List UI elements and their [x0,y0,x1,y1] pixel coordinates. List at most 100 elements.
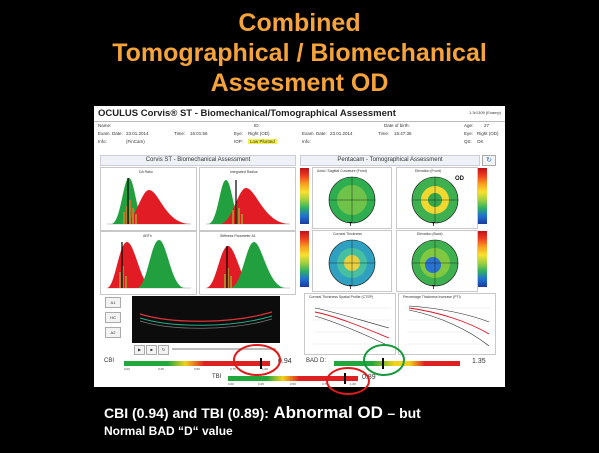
ctsp-graph: Corneal Thickness Spatial Profile (CTSP) [304,293,396,355]
svg-text:T: T [349,222,352,228]
tbi-value: 0.89 [362,374,376,381]
axial-curvature-title: Axial / Sagittal Curvature (Front) [317,169,367,173]
axial-curvature-map: Axial / Sagittal Curvature (Front) T [312,167,392,229]
cbi-tick-2: 0.50 [194,367,200,371]
eye-label-2: Eye: [464,131,474,136]
color-scale-right-2 [478,231,487,287]
tbi-tick-3: 0.75 [322,382,328,386]
patient-info: Name: ID: Date of birth: Age: 27 Exam. D… [94,122,505,152]
stop-icon[interactable]: ■ [146,345,157,355]
cbi-tick-1: 0.25 [158,367,164,371]
arth-panel: ARTh [100,231,197,295]
da-ratio-title: DA Ratio [139,170,153,174]
integrated-radius-panel: Integrated Radius [199,167,296,231]
slide-title-line-1: Combined [238,9,361,37]
corneal-thickness-title: Corneal Thickness [333,232,362,236]
da-ratio-panel: DA Ratio [100,167,197,231]
footer-line-1: CBI (0.94) and TBI (0.89): Abnormal OD –… [104,403,421,423]
stiffness-chart [206,242,290,289]
slide-title-line-3: Assesment OD [210,69,389,97]
bad-label: BAD D: [306,358,327,364]
cbi-tick-3: 0.75 [230,367,236,371]
tbi-label: TBI [212,374,222,380]
name-label: Name: [98,123,112,128]
tbi-tick-0: 0.00 [228,382,234,386]
slide-title-line-2: Tomographical / Biomechanical [112,39,487,67]
cbi-label: CBI [104,358,115,364]
cbi-value: 0.94 [278,358,292,365]
pti-title: Percentage Thickness Increase (PTI) [403,295,461,299]
a2-button[interactable]: A2 [105,327,121,338]
color-scale-left [300,168,309,224]
report-title: OCULUS Corvis® ST - Biomechanical/Tomogr… [98,108,396,119]
time-2: 15:47:36 [394,131,412,136]
exam-date-label-2: Exam. Date: [302,131,327,136]
od-label: OD [455,176,464,182]
bad-value: 1.35 [472,358,486,365]
elevation-front-graphic: T [411,176,459,228]
elevation-back-title: Elevation (Back) [417,232,443,236]
da-ratio-chart [107,178,191,225]
svg-text:T: T [432,222,435,228]
bad-scale-bar [334,361,460,366]
section-tomographical: Pentacam - Tomographical Assessment [300,155,480,166]
exam-date-2: 23.01.2014 [330,131,353,136]
footer-part-2: Abnormal OD [273,403,383,422]
elevation-back-graphic: T [411,239,459,291]
ctsp-plot [313,307,391,347]
time-label-2: Time: [378,131,390,136]
ctsp-title: Corneal Thickness Spatial Profile (CTSP) [309,295,374,299]
play-icon[interactable]: ▶ [134,345,145,355]
qs-value: OK [477,139,484,144]
refresh-icon[interactable]: ↻ [482,155,496,166]
qs-label: QS: [464,139,472,144]
tbi-tick-4: 1.00 [350,382,356,386]
info-label-1: Info: [98,139,107,144]
eye-label-1: Eye: [234,131,244,136]
playback-controls: ▶ ■ ↻ [132,345,280,355]
corneal-thickness-map: Corneal Thickness T [312,230,392,292]
tbi-ticks: 0.00 0.25 0.50 0.75 1.00 [228,382,358,387]
axial-map-graphic: T [328,176,376,228]
footer-line-2: Normal BAD “D“ value [104,424,233,438]
cbi-scale-bar [124,361,270,366]
elevation-front-title: Elevation (Front) [415,169,441,173]
scheimpflug-image [132,296,280,343]
cbi-tick-0: 0.00 [124,367,130,371]
dob-label: Date of birth: [384,123,410,128]
timeline-slider[interactable] [172,348,276,350]
tbi-scale-bar [228,376,358,381]
iop-status-badge: Low Plunted [248,139,277,144]
elevation-front-map: Elevation (Front) OD T [396,167,478,229]
iop-label: IOP: [234,139,244,144]
cbi-ticks: 0.00 0.25 0.50 0.75 1.00 [124,367,270,372]
integrated-radius-title: Integrated Radius [230,170,258,174]
footer-part-1: CBI (0.94) and TBI (0.89): [104,405,269,421]
pti-plot [407,305,491,347]
a1-button[interactable]: A1 [105,297,121,308]
time-label-1: Time: [174,131,186,136]
exam-date-1: 23.01.2014 [126,131,149,136]
cbi-tick-4: 1.00 [262,367,268,371]
stiffness-title: Stiffness Parameter A1 [220,234,256,238]
deformation-curve [139,311,273,329]
arth-title: ARTh [143,234,152,238]
hc-button[interactable]: HC [105,312,121,323]
stiffness-panel: Stiffness Parameter A1 [199,231,296,295]
corvis-report-screen: OCULUS Corvis® ST - Biomechanical/Tomogr… [94,106,505,387]
section-biomechanical: Corvis ST - Biomechanical Assessment [100,155,296,166]
eye-2: Right (OD) [477,131,499,136]
elevation-back-map: Elevation (Back) T [396,230,478,292]
time-1: 16:01:56 [190,131,208,136]
thickness-map-graphic: T [328,239,376,291]
report-header: OCULUS Corvis® ST - Biomechanical/Tomogr… [94,106,505,122]
tbi-tick-2: 0.50 [290,382,296,386]
pti-graph: Percentage Thickness Increase (PTI) [398,293,496,355]
footer-part-3: – but [387,405,421,421]
arth-chart [107,240,191,289]
tbi-tick-1: 0.25 [258,382,264,386]
loop-icon[interactable]: ↻ [158,345,169,355]
id-label: ID: [254,123,260,128]
age-value: 27 [484,123,490,128]
svg-text:T: T [432,285,435,291]
